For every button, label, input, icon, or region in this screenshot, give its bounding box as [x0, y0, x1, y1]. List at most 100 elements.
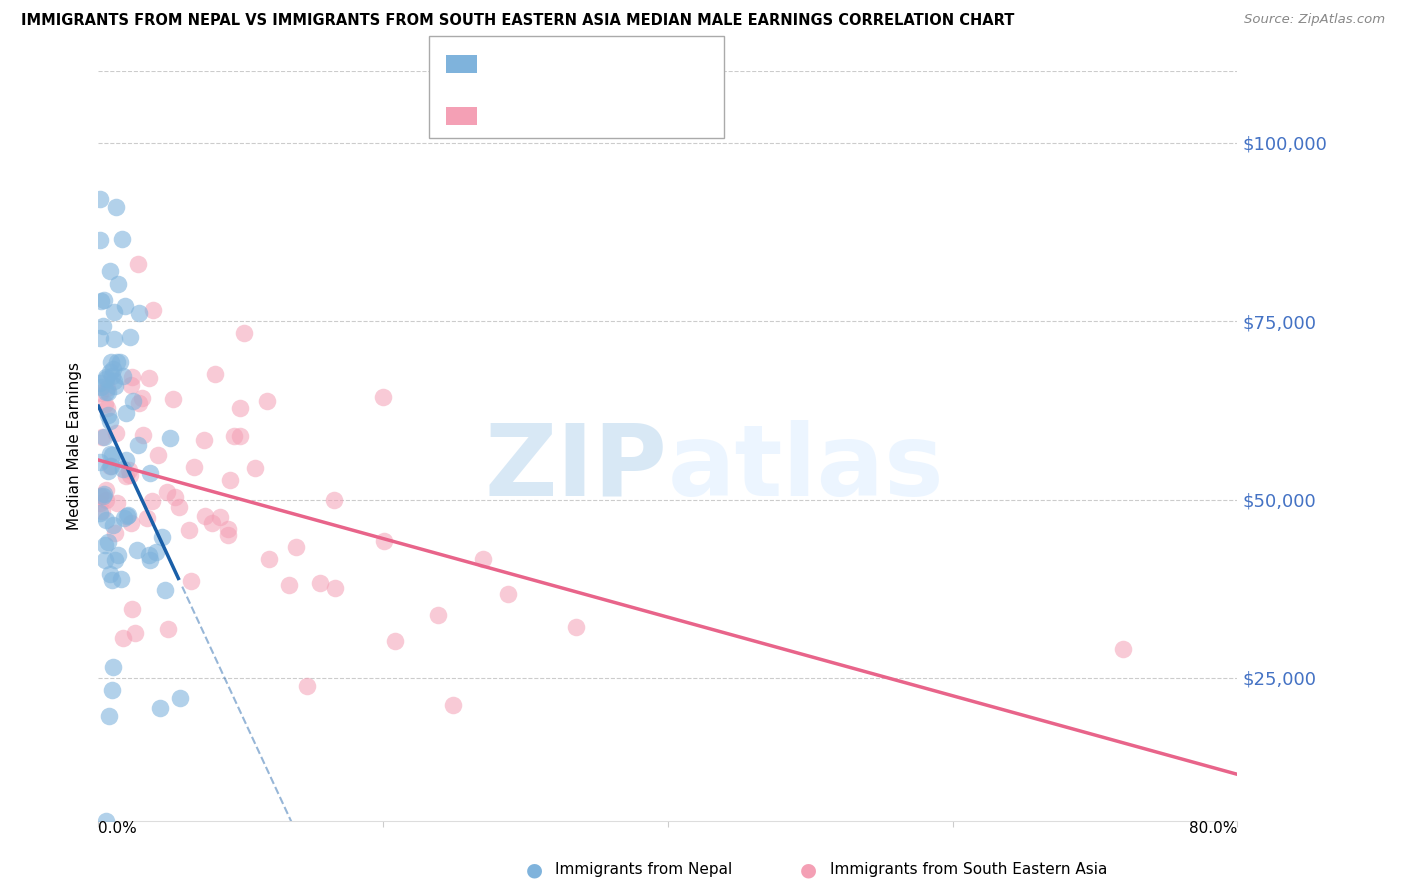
Point [120, 378, 142, 392]
Point [180, 574, 202, 589]
Text: 73: 73 [640, 55, 664, 73]
Point [138, 371, 160, 385]
Point [89, 233, 111, 247]
Point [145, 545, 167, 559]
Text: N =: N = [593, 107, 641, 125]
Text: IMMIGRANTS FROM NEPAL VS IMMIGRANTS FROM SOUTH EASTERN ASIA MEDIAN MALE EARNINGS: IMMIGRANTS FROM NEPAL VS IMMIGRANTS FROM… [21, 13, 1015, 29]
Point [103, 517, 125, 532]
Text: R =: R = [488, 107, 524, 125]
Point [100, 368, 122, 383]
Point [98, 414, 121, 428]
Point [103, 305, 125, 319]
Point [142, 303, 165, 318]
Point [156, 485, 179, 500]
Point [108, 354, 131, 368]
Point [89, 330, 111, 344]
Point [149, 701, 172, 715]
Point [127, 542, 149, 557]
Point [146, 448, 169, 462]
Text: atlas: atlas [668, 420, 945, 517]
Point [111, 462, 134, 476]
Point [90, 294, 112, 309]
Point [243, 461, 266, 475]
Point [229, 429, 252, 443]
Point [183, 460, 205, 475]
Point [89, 455, 111, 469]
Point [91, 489, 114, 503]
Point [159, 431, 181, 445]
Point [96, 401, 118, 416]
Point [104, 379, 127, 393]
Point [94, 492, 117, 507]
Point [111, 631, 134, 645]
Point [193, 434, 215, 448]
Point [97, 535, 120, 549]
Point [256, 394, 278, 409]
Point [97, 408, 120, 422]
Point [217, 528, 239, 542]
Point [222, 429, 245, 443]
Point [128, 306, 150, 320]
Point [278, 578, 301, 592]
Point [219, 473, 242, 487]
Point [94, 814, 117, 828]
Point [122, 393, 145, 408]
Point [127, 257, 149, 271]
Point [426, 607, 449, 622]
Point [91, 319, 114, 334]
Point [94, 553, 117, 567]
Point [105, 425, 128, 440]
Text: 70: 70 [640, 107, 662, 125]
Point [117, 508, 139, 522]
Point [104, 526, 127, 541]
Point [101, 682, 124, 697]
Point [373, 534, 395, 549]
Point [138, 548, 160, 562]
Point [118, 463, 141, 477]
Point [114, 299, 136, 313]
Point [101, 362, 124, 376]
Point [496, 586, 519, 600]
Text: R =: R = [488, 55, 524, 73]
Point [91, 430, 114, 444]
Point [127, 438, 149, 452]
Point [105, 496, 128, 510]
Point [100, 354, 122, 368]
Point [471, 552, 494, 566]
Text: Immigrants from Nepal: Immigrants from Nepal [555, 863, 733, 877]
Point [104, 553, 127, 567]
Point [89, 496, 111, 510]
Text: ●: ● [800, 860, 817, 880]
Point [89, 386, 111, 401]
Point [384, 634, 406, 648]
Text: -0.305: -0.305 [530, 55, 589, 73]
Point [91, 503, 114, 517]
Point [107, 548, 129, 562]
Point [565, 620, 588, 634]
Point [103, 660, 125, 674]
Point [371, 390, 394, 404]
Point [89, 376, 111, 391]
Point [177, 523, 200, 537]
Point [96, 381, 118, 395]
Point [110, 572, 132, 586]
Y-axis label: Median Male Earnings: Median Male Earnings [67, 362, 83, 530]
Point [169, 500, 191, 514]
Point [153, 583, 176, 598]
Point [120, 467, 142, 482]
Text: N =: N = [593, 55, 641, 73]
Text: -0.538: -0.538 [530, 107, 589, 125]
Point [114, 406, 136, 420]
Point [89, 192, 111, 206]
Point [441, 698, 464, 712]
Point [98, 365, 121, 379]
Point [94, 397, 117, 411]
Point [96, 370, 118, 384]
Point [132, 428, 155, 442]
Point [141, 493, 163, 508]
Point [217, 522, 239, 536]
Point [98, 447, 121, 461]
Point [121, 602, 143, 616]
Point [105, 355, 128, 369]
Point [93, 293, 115, 307]
